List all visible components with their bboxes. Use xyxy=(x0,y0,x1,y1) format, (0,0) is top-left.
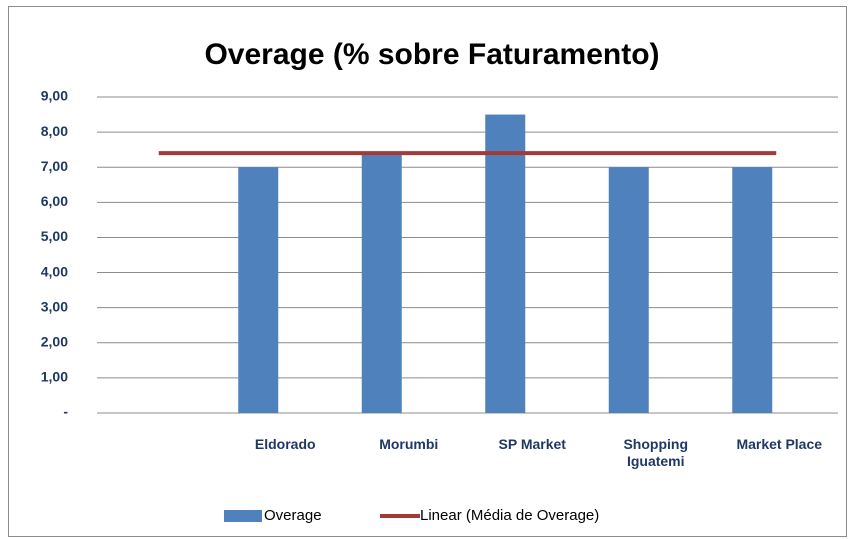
y-tick-label: - xyxy=(63,404,68,420)
legend-swatch xyxy=(224,510,262,522)
x-tick-label: Morumbi xyxy=(379,436,439,452)
y-tick-label: 7,00 xyxy=(41,158,68,174)
y-tick-label: 6,00 xyxy=(41,193,68,209)
bar xyxy=(238,167,279,413)
y-tick-label: 8,00 xyxy=(41,123,68,139)
x-tick-label: Market Place xyxy=(736,436,823,452)
chart-title: Overage (% sobre Faturamento) xyxy=(204,38,659,71)
bar xyxy=(361,153,402,413)
y-tick-label: 3,00 xyxy=(41,298,68,314)
chart-border xyxy=(8,6,847,537)
bar xyxy=(608,167,649,413)
y-tick-label: 1,00 xyxy=(41,369,68,385)
x-tick-label: Eldorado xyxy=(254,436,316,452)
bar xyxy=(485,114,526,414)
legend-label: Linear (Média de Overage) xyxy=(420,507,599,524)
y-tick-label: 2,00 xyxy=(41,333,68,349)
y-tick-label: 9,00 xyxy=(41,88,68,104)
y-tick-label: 5,00 xyxy=(41,228,68,244)
x-tick-label: Shopping Iguatemi xyxy=(623,436,689,469)
legend-label: Overage xyxy=(264,507,322,524)
x-tick-label: SP Market xyxy=(498,436,566,452)
bar xyxy=(732,167,773,413)
y-tick-label: 4,00 xyxy=(41,263,68,279)
